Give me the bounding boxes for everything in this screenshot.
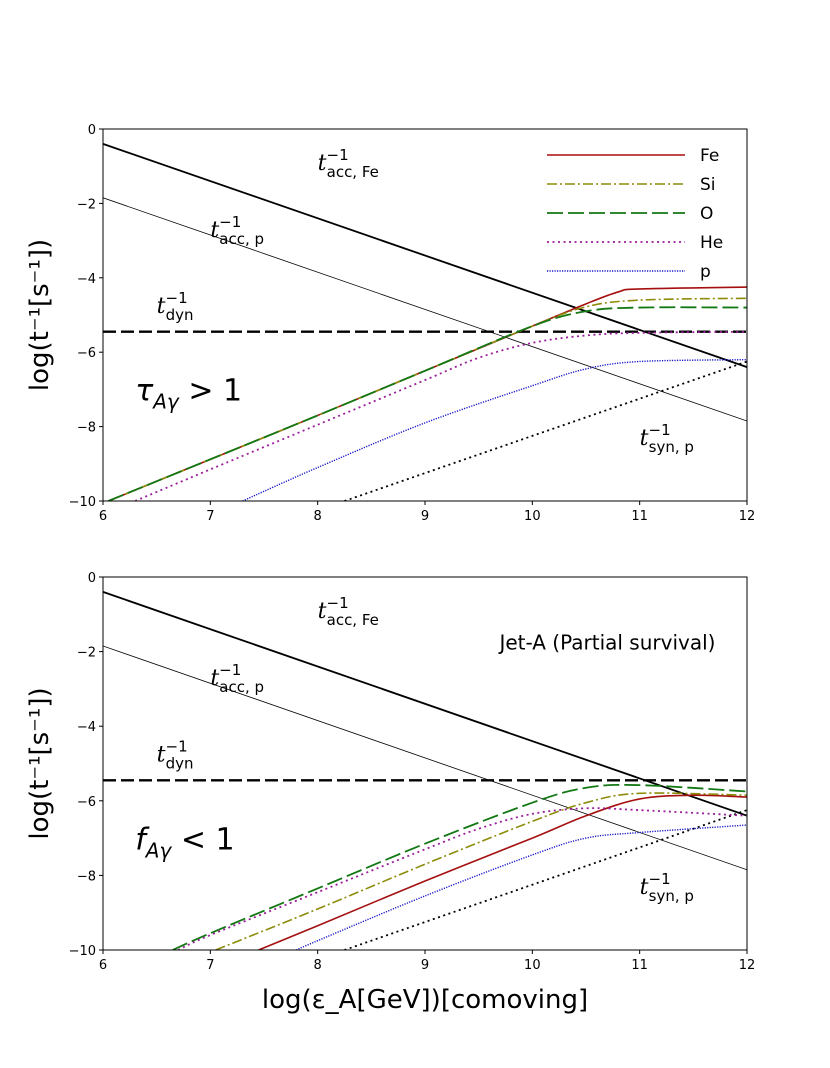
y-tick-label: 0 — [88, 123, 96, 138]
regime-condition: > 1 — [179, 374, 242, 409]
reference-line-t_acc_p — [103, 197, 747, 422]
legend: Fe Si O He p — [547, 146, 723, 282]
annotation-label: t−1 syn, p — [640, 870, 694, 905]
regime-subscript: Aγ — [144, 838, 173, 862]
x-tick-label: 10 — [524, 509, 541, 524]
annotation-label: t−1 syn, p — [640, 421, 694, 456]
annotation-sup: −1 — [649, 421, 671, 439]
annotation-base: t — [157, 743, 166, 768]
annotation-label: t−1 dyn — [157, 289, 194, 324]
x-tick-label: 9 — [421, 509, 429, 524]
annotation-sub: acc, Fe — [327, 163, 379, 181]
x-tick-label: 8 — [314, 958, 322, 973]
annotation-base: t — [640, 875, 649, 900]
annotation-base: t — [318, 151, 327, 176]
regime-condition: < 1 — [171, 822, 234, 857]
annotation-sup: −1 — [327, 594, 349, 612]
legend-label-He: He — [700, 233, 723, 253]
reference-line-t_syn_p — [344, 809, 747, 950]
y-tick-label: 0 — [88, 571, 96, 586]
x-tick-label: 12 — [739, 509, 756, 524]
x-tick-label: 10 — [524, 958, 541, 973]
annotation-base: t — [157, 294, 166, 319]
annotation-sub: dyn — [166, 755, 194, 773]
y-tick-label: −10 — [69, 944, 96, 959]
series-line-p — [242, 358, 747, 501]
annotation-sup: −1 — [219, 661, 241, 679]
legend-label-p: p — [700, 262, 711, 282]
annotation-sub: acc, p — [219, 230, 264, 248]
reference-line-t_syn_p — [344, 360, 747, 501]
y-axis-label: log(t⁻¹[s⁻¹]) — [25, 239, 55, 391]
series-line-Si — [215, 792, 747, 950]
annotation-sub: acc, Fe — [327, 611, 379, 629]
plot-area — [103, 591, 747, 950]
annotation-sup: −1 — [219, 213, 241, 231]
regime-label: τAγ > 1 — [135, 374, 242, 414]
annotation-label: t−1 acc, p — [210, 661, 264, 696]
y-axis-label: log(t⁻¹[s⁻¹]) — [25, 687, 55, 839]
x-tick-label: 11 — [631, 958, 648, 973]
x-tick-label: 9 — [421, 958, 429, 973]
x-tick-label: 6 — [99, 958, 107, 973]
x-tick-label: 12 — [739, 958, 756, 973]
legend-label-O: O — [700, 204, 713, 224]
series-line-He — [177, 807, 747, 950]
annotation-sub: acc, p — [219, 678, 264, 696]
annotation-base: t — [210, 218, 219, 243]
annotation-sup: −1 — [166, 289, 188, 307]
annotation-base: t — [318, 599, 327, 624]
x-axis-label: log(ε_A[GeV])[comoving] — [262, 985, 588, 1015]
regime-symbol: τ — [135, 374, 154, 409]
panel-title: Jet-A (Partial survival) — [497, 631, 715, 655]
annotation-label: t−1 dyn — [157, 738, 194, 773]
y-tick-label: −2 — [77, 197, 96, 212]
y-tick-label: −8 — [77, 421, 96, 436]
series-line-O — [108, 306, 747, 501]
y-tick-label: −10 — [69, 495, 96, 510]
x-tick-label: 8 — [314, 509, 322, 524]
y-tick-label: −2 — [77, 646, 96, 661]
legend-label-Si: Si — [700, 175, 716, 195]
annotation-label: t−1 acc, Fe — [318, 594, 379, 629]
annotation-sup: −1 — [327, 146, 349, 164]
annotation-label: t−1 acc, p — [210, 213, 264, 248]
y-tick-label: −4 — [77, 720, 96, 735]
annotation-sup: −1 — [649, 870, 671, 888]
x-tick-label: 6 — [99, 509, 107, 524]
plot-area — [103, 143, 747, 501]
series-line-p — [295, 824, 747, 950]
x-tick-label: 7 — [206, 958, 214, 973]
annotation-sub: dyn — [166, 306, 194, 324]
reference-line-t_acc_Fe — [103, 143, 747, 368]
y-tick-label: −6 — [77, 795, 96, 810]
annotation-base: t — [210, 666, 219, 691]
annotation-sup: −1 — [166, 738, 188, 756]
annotation-sub: syn, p — [649, 438, 694, 456]
legend-label-Fe: Fe — [700, 146, 719, 166]
y-tick-label: −6 — [77, 346, 96, 361]
annotation-base: t — [640, 426, 649, 451]
y-tick-label: −4 — [77, 272, 96, 287]
y-tick-label: −8 — [77, 869, 96, 884]
annotation-label: t−1 acc, Fe — [318, 146, 379, 181]
reference-line-t_acc_p — [103, 645, 747, 871]
reference-line-t_acc_Fe — [103, 591, 747, 817]
annotation-sub: syn, p — [649, 887, 694, 905]
x-tick-label: 7 — [206, 509, 214, 524]
series-line-Fe — [258, 794, 747, 950]
series-line-O — [172, 783, 747, 950]
regime-label: fAγ < 1 — [135, 822, 234, 862]
x-tick-label: 11 — [631, 509, 648, 524]
regime-subscript: Aγ — [151, 390, 180, 414]
